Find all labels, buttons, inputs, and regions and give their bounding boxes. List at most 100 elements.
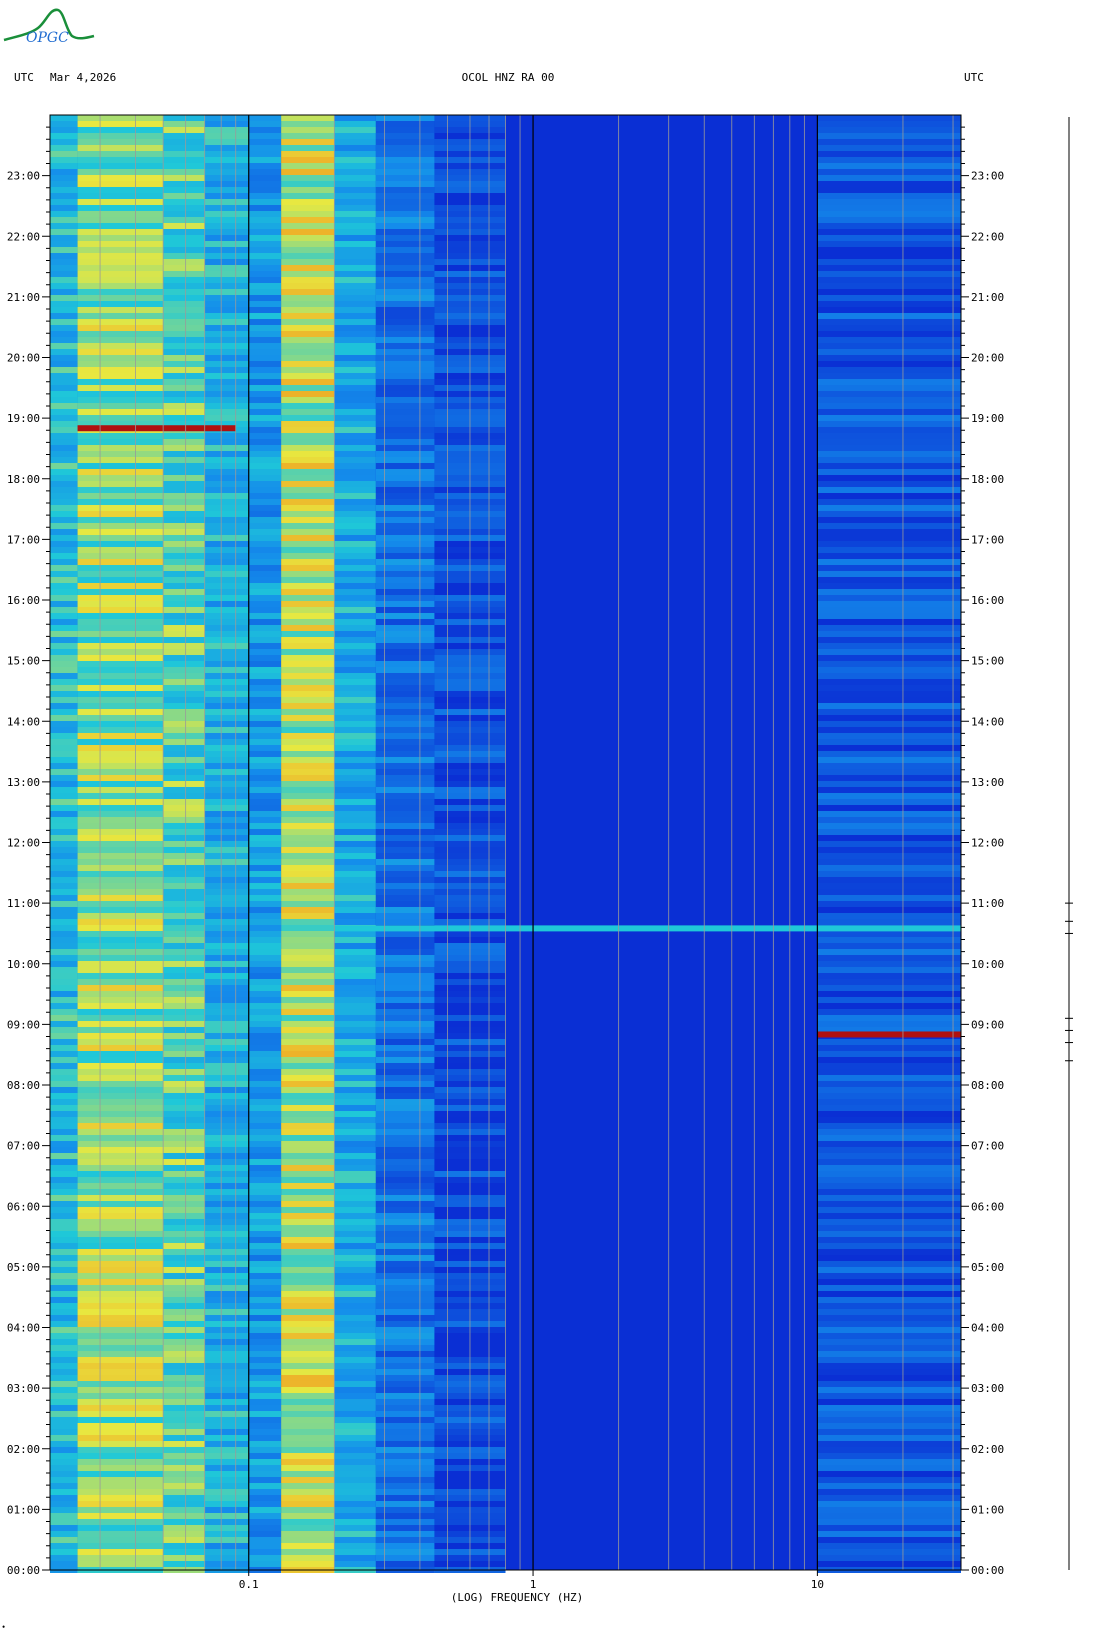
- spectrogram-cell: [375, 631, 435, 637]
- spectrogram-cell: [334, 781, 376, 787]
- spectrogram-cell: [281, 583, 335, 589]
- spectrogram-cell: [817, 247, 961, 253]
- spectrogram-cell: [248, 997, 282, 1003]
- y-tick-label-right: 05:00: [971, 1261, 1004, 1274]
- spectrogram-cell: [248, 211, 282, 217]
- spectrogram-cell: [817, 961, 961, 967]
- spectrogram-cell: [281, 775, 335, 781]
- spectrogram-cell: [248, 1339, 282, 1345]
- spectrogram-cell: [163, 1027, 205, 1033]
- spectrogram-cell: [375, 199, 435, 205]
- spectrogram-cell: [817, 307, 961, 313]
- spectrogram-cell: [163, 1273, 205, 1279]
- spectrogram-cell: [77, 343, 164, 349]
- spectrogram-cell: [204, 1507, 249, 1513]
- spectrogram-cell: [281, 1225, 335, 1231]
- spectrogram-cell: [334, 1327, 376, 1333]
- spectrogram-cell: [50, 1219, 78, 1225]
- spectrogram-cell: [375, 1501, 435, 1507]
- spectrogram-cell: [248, 1105, 282, 1111]
- spectrogram-cell: [281, 187, 335, 193]
- spectrogram-cell: [281, 1195, 335, 1201]
- spectrogram-cell: [50, 745, 78, 751]
- spectrogram-cell: [334, 1003, 376, 1009]
- spectrogram-cell: [334, 1459, 376, 1465]
- spectrogram-cell: [50, 1117, 78, 1123]
- spectrogram-cell: [77, 847, 164, 853]
- y-tick-label-left: 11:00: [7, 897, 40, 910]
- spectrogram-cell: [281, 991, 335, 997]
- spectrogram-cell: [204, 1033, 249, 1039]
- spectrogram-cell: [334, 1105, 376, 1111]
- spectrogram-cell: [248, 1039, 282, 1045]
- spectrogram-cell: [281, 223, 335, 229]
- spectrogram-cell: [50, 253, 78, 259]
- spectrogram-cell: [204, 811, 249, 817]
- spectrogram-cell: [375, 703, 435, 709]
- spectrogram-cell: [204, 1399, 249, 1405]
- spectrogram-cell: [334, 991, 376, 997]
- spectrogram-cell: [248, 1561, 282, 1567]
- spectrogram-cell: [163, 475, 205, 481]
- spectrogram-cell: [163, 1069, 205, 1075]
- spectrogram-cell: [281, 1291, 335, 1297]
- y-tick-label-left: 02:00: [7, 1443, 40, 1456]
- spectrogram-cell: [204, 1387, 249, 1393]
- spectrogram-cell: [77, 1099, 164, 1105]
- spectrogram-cell: [248, 739, 282, 745]
- spectrogram-cell: [817, 1351, 961, 1357]
- spectrogram-cell: [204, 1489, 249, 1495]
- x-axis: 0.1 1 10: [239, 1570, 824, 1591]
- y-tick-label-left: 07:00: [7, 1140, 40, 1153]
- spectrogram-cell: [281, 1261, 335, 1267]
- spectrogram-cell: [204, 331, 249, 337]
- spectrogram-cell: [50, 1189, 78, 1195]
- spectrogram-cell: [50, 373, 78, 379]
- spectrogram-cell: [375, 865, 435, 871]
- spectrogram-cell: [334, 859, 376, 865]
- spectrogram-cell: [248, 397, 282, 403]
- spectrogram-cell: [281, 283, 335, 289]
- spectrogram-cell: [77, 1243, 164, 1249]
- spectrogram-cell: [817, 457, 961, 463]
- spectrogram-cell: [204, 1015, 249, 1021]
- spectrogram-cell: [281, 1219, 335, 1225]
- spectrogram-cell: [204, 691, 249, 697]
- spectrogram-cell: [375, 1285, 435, 1291]
- spectrogram-cell: [163, 1039, 205, 1045]
- spectrogram-cell: [204, 403, 249, 409]
- spectrogram-cell: [281, 421, 335, 427]
- spectrogram-cell: [281, 499, 335, 505]
- spectrogram-cell: [281, 619, 335, 625]
- spectrogram-cell: [817, 217, 961, 223]
- spectrogram-cell: [248, 1201, 282, 1207]
- spectrogram-cell: [163, 673, 205, 679]
- spectrogram-cell: [281, 1345, 335, 1351]
- spectrogram-cell: [817, 1315, 961, 1321]
- spectrogram-cell: [375, 1195, 435, 1201]
- spectrogram-cell: [334, 1237, 376, 1243]
- spectrogram-cell: [163, 553, 205, 559]
- spectrogram-cell: [817, 1045, 961, 1051]
- spectrogram-cell: [163, 1423, 205, 1429]
- spectrogram-cell: [281, 979, 335, 985]
- spectrogram-cell: [50, 769, 78, 775]
- spectrogram-cell: [281, 553, 335, 559]
- spectrogram-cell: [375, 1189, 435, 1195]
- spectrogram-cell: [334, 1507, 376, 1513]
- spectrogram-cell: [50, 163, 78, 169]
- spectrogram-cell: [77, 1147, 164, 1153]
- spectrogram-cell: [77, 811, 164, 817]
- spectrogram-cell: [334, 1399, 376, 1405]
- spectrogram-cell: [50, 847, 78, 853]
- spectrogram-cell: [163, 733, 205, 739]
- spectrogram-cell: [77, 1111, 164, 1117]
- spectrogram-cell: [817, 1429, 961, 1435]
- spectrogram-cell: [204, 859, 249, 865]
- spectrogram-cell: [204, 1231, 249, 1237]
- x-tick-label: 1: [530, 1578, 537, 1591]
- spectrogram-cell: [163, 931, 205, 937]
- spectrogram-cell: [281, 301, 335, 307]
- spectrogram-cell: [204, 1009, 249, 1015]
- spectrogram-cell: [77, 787, 164, 793]
